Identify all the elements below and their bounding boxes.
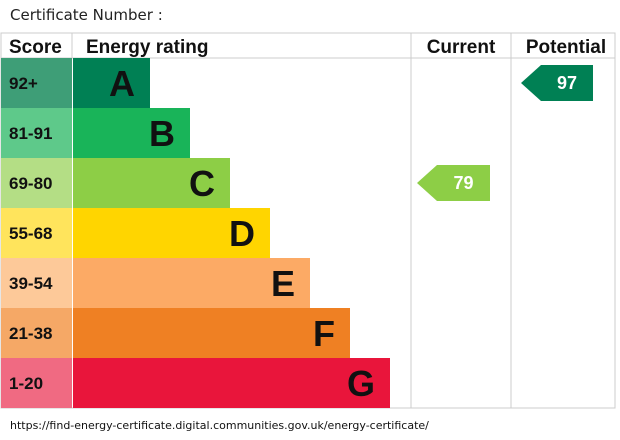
header-current: Current: [427, 37, 496, 58]
current-rating-value: 79: [453, 173, 473, 193]
band-letter-c: C: [189, 163, 215, 204]
band-letter-g: G: [347, 363, 375, 404]
rating-arrows: 79 97: [417, 65, 593, 201]
score-range-d: 55-68: [9, 224, 52, 243]
potential-rating-value: 97: [557, 73, 577, 93]
potential-rating-arrow: [521, 65, 593, 101]
band-bar-f: [73, 308, 350, 358]
band-letter-b: B: [149, 113, 175, 154]
band-bar-d: [73, 208, 270, 258]
score-cell-f: [1, 308, 72, 358]
band-bar-b: [73, 108, 190, 158]
score-cell-g: [1, 358, 72, 408]
certificate-number-label: Certificate Number :: [10, 6, 163, 24]
band-bar-a: [73, 58, 150, 108]
band-letter-f: F: [313, 313, 335, 354]
score-cell-e: [1, 258, 72, 308]
band-bar-g: [73, 358, 390, 408]
score-cell-d: [1, 208, 72, 258]
score-cell-a: [1, 58, 72, 108]
band-letter-e: E: [271, 263, 295, 304]
current-rating-arrow: [417, 165, 490, 201]
header-score: Score: [9, 37, 62, 58]
header-energy-rating: Energy rating: [86, 37, 208, 58]
score-range-a: 92+: [9, 74, 38, 93]
band-letter-a: A: [109, 63, 135, 104]
band-letter-d: D: [229, 213, 255, 254]
score-cell-b: [1, 108, 72, 158]
header-potential: Potential: [526, 37, 606, 58]
score-range-c: 69-80: [9, 174, 52, 193]
score-range-f: 21-38: [9, 324, 52, 343]
score-cell-c: [1, 158, 72, 208]
chart-headers: Score Energy rating Current Potential: [9, 37, 606, 58]
band-bar-e: [73, 258, 310, 308]
band-bar-c: [73, 158, 230, 208]
score-range-e: 39-54: [9, 274, 53, 293]
footer-url: https://find-energy-certificate.digital.…: [10, 419, 429, 432]
score-range-g: 1-20: [9, 374, 43, 393]
rating-bands: 92+ A 81-91 B 69-80 C 55-68 D 39-54 E 21-38 F 1-20 G: [1, 58, 390, 408]
score-range-b: 81-91: [9, 124, 52, 143]
